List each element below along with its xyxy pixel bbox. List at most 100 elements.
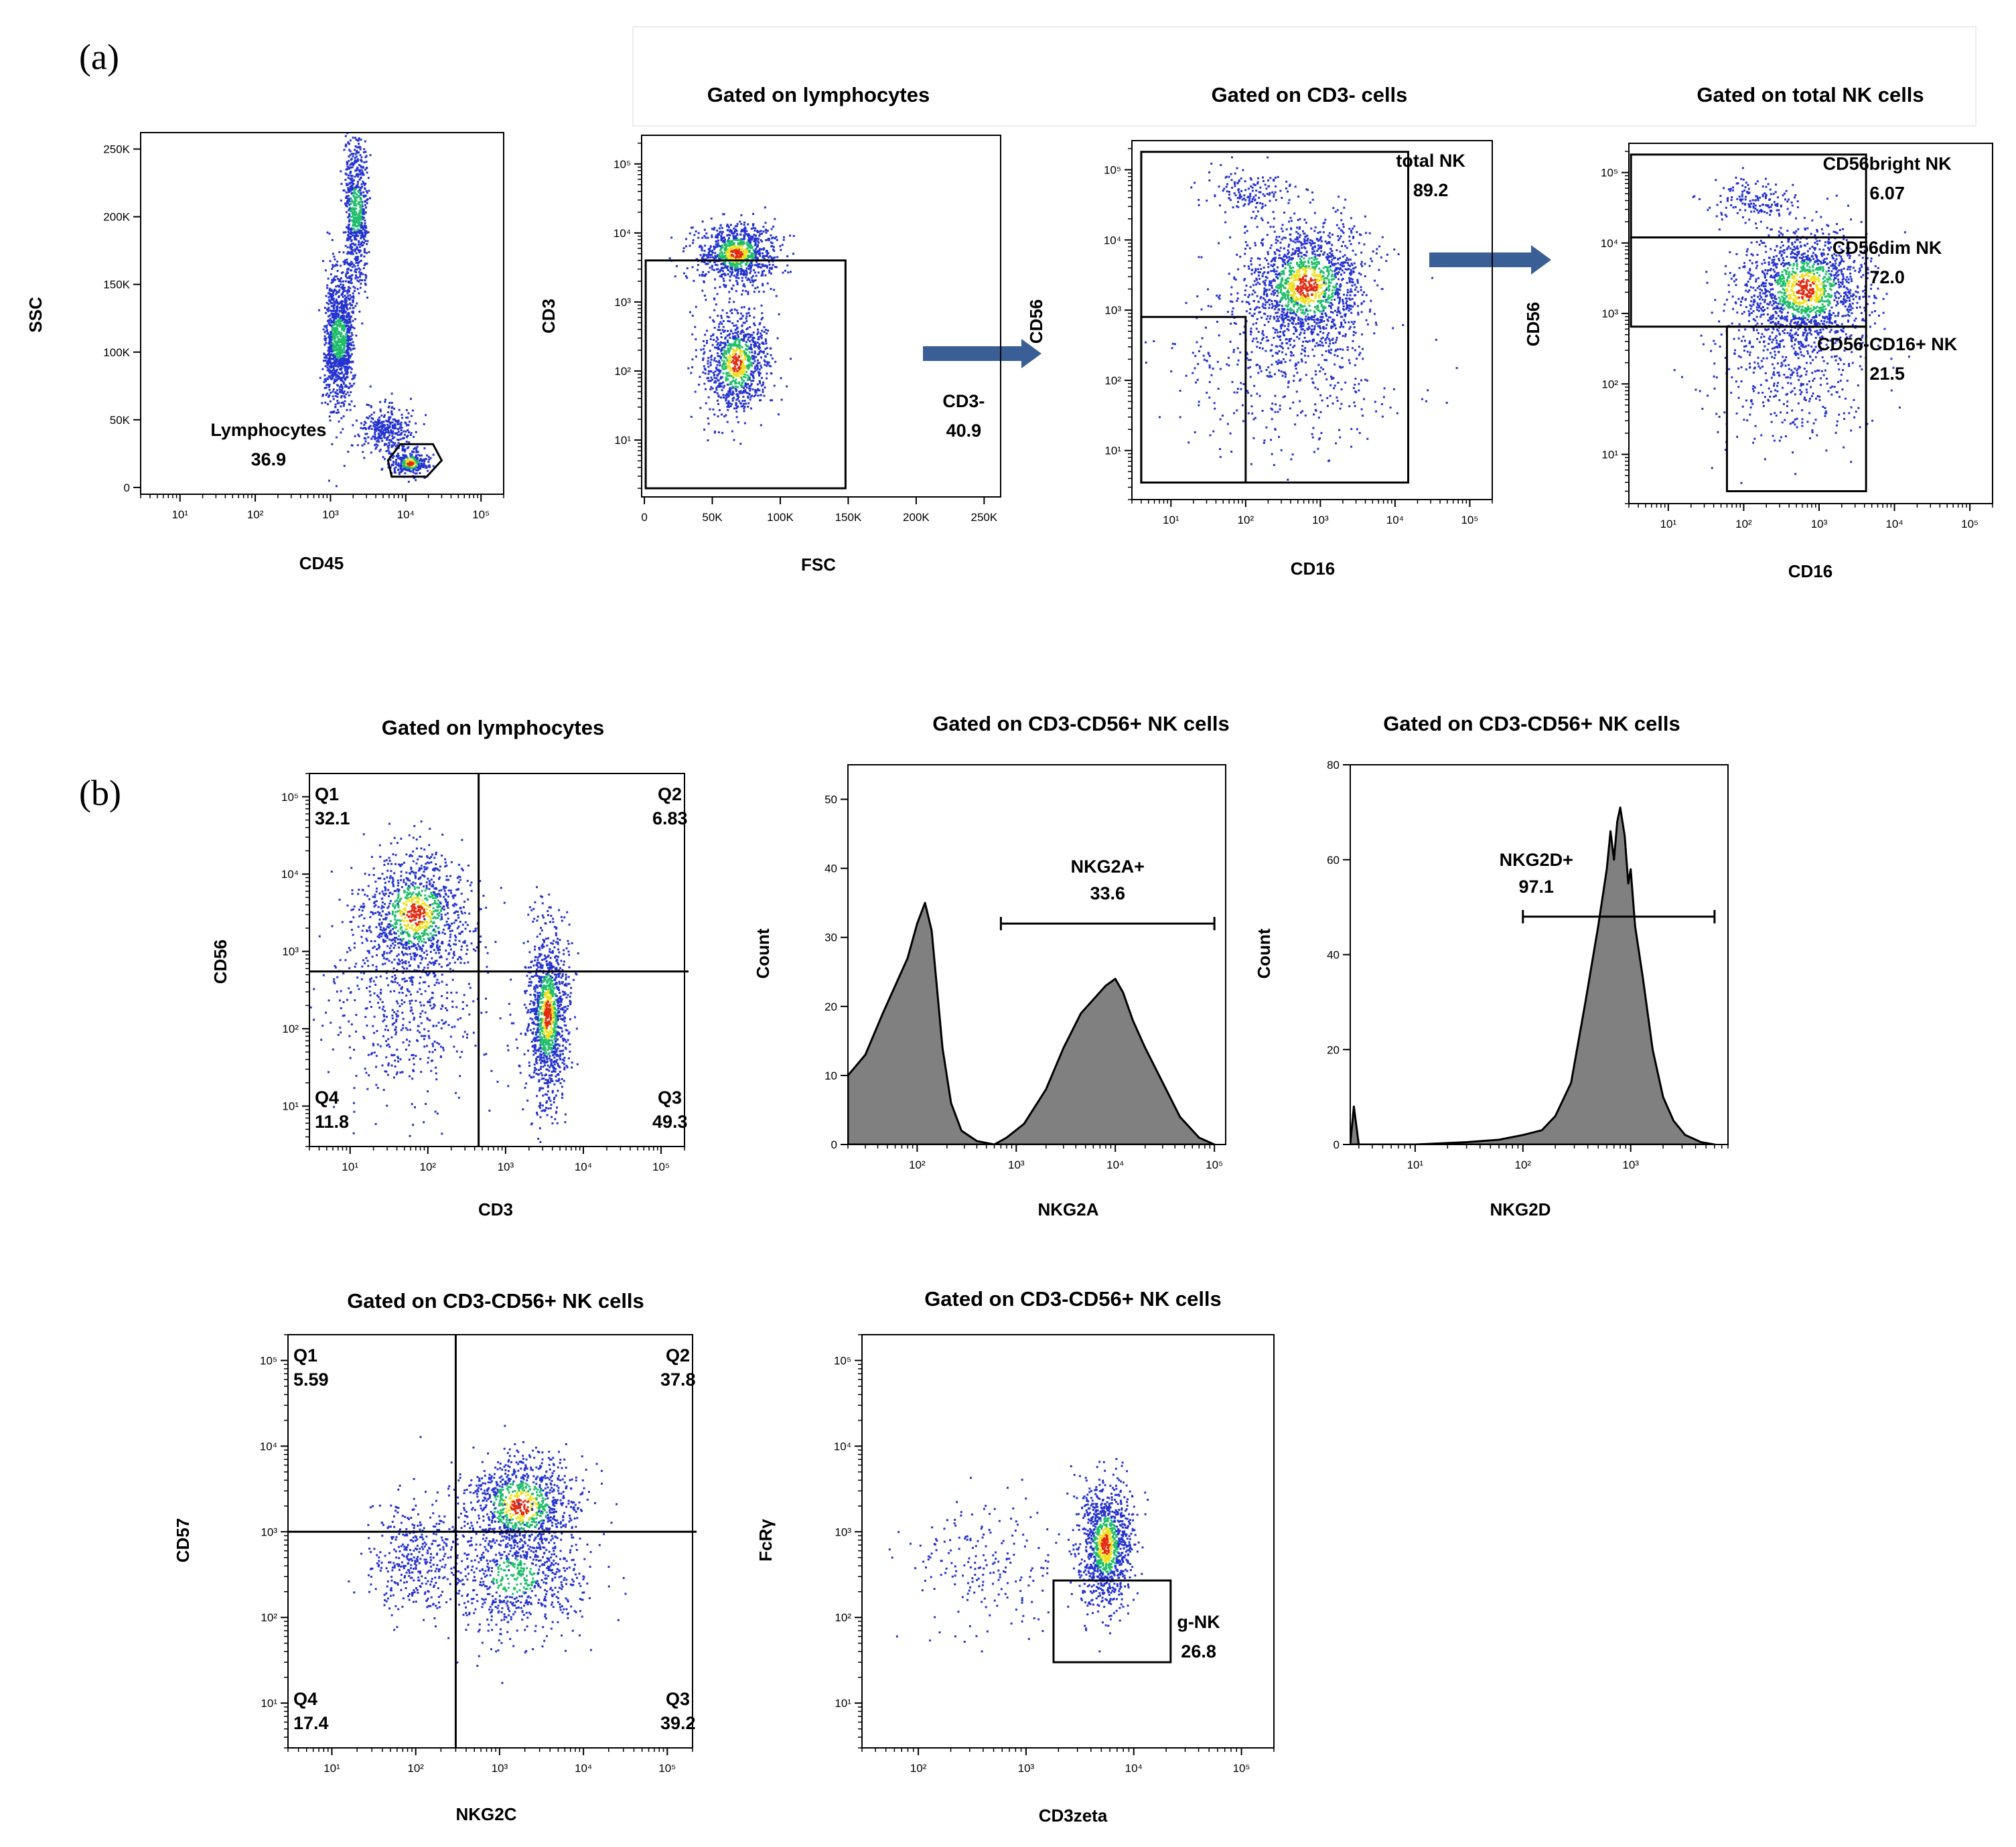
event-dot [723, 280, 725, 283]
event-dot [330, 378, 333, 380]
event-dot [1327, 273, 1330, 276]
event-dot [1290, 273, 1293, 276]
event-dot [326, 308, 328, 311]
event-dot [357, 224, 360, 226]
event-dot [402, 467, 405, 470]
event-dot [741, 258, 743, 261]
event-dot [328, 375, 330, 378]
event-dot [717, 254, 719, 256]
event-dot [668, 257, 671, 260]
event-dot [1305, 266, 1307, 269]
event-dot [370, 413, 373, 416]
event-dot [781, 244, 784, 246]
event-dot [360, 165, 362, 167]
event-dot [364, 168, 366, 171]
event-dot [751, 388, 754, 390]
event-dot [771, 244, 774, 247]
event-dot [737, 268, 740, 271]
event-dot [399, 433, 401, 436]
event-dot [361, 205, 364, 208]
event-dot [328, 479, 330, 482]
event-dot [731, 250, 733, 252]
event-dot [348, 299, 351, 301]
x-axis-label: FSC [801, 555, 836, 575]
event-dot [721, 256, 724, 259]
event-dot [379, 437, 382, 440]
event-dot [345, 211, 348, 214]
event-dot [1293, 279, 1295, 281]
event-dot [730, 382, 733, 385]
event-dot [733, 324, 735, 327]
event-dot [768, 364, 771, 367]
event-dot [733, 308, 736, 311]
event-dot [740, 265, 743, 267]
event-dot [364, 211, 367, 214]
event-dot [1265, 301, 1267, 304]
event-dot [760, 366, 763, 369]
event-dot [419, 471, 421, 474]
event-dot [1277, 266, 1279, 269]
event-dot [373, 429, 376, 431]
event-dot [352, 299, 354, 302]
event-dot [756, 263, 759, 266]
event-dot [408, 441, 411, 443]
event-dot [733, 336, 735, 339]
event-dot [343, 328, 346, 331]
gate[interactable] [386, 443, 443, 478]
event-dot [1293, 271, 1295, 273]
event-dot [729, 366, 731, 369]
event-dot [727, 319, 729, 322]
event-dot [719, 286, 721, 289]
event-dot [760, 356, 763, 359]
event-dot [1348, 268, 1350, 271]
event-dot [723, 251, 726, 254]
event-dot [713, 374, 715, 376]
event-dot [741, 365, 744, 368]
event-dot [740, 317, 743, 320]
event-dot [757, 371, 760, 374]
event-dot [719, 230, 722, 233]
event-dot [356, 288, 359, 291]
event-dot [400, 424, 403, 427]
event-dot [374, 438, 376, 441]
event-dot [1325, 323, 1328, 326]
event-dot [346, 307, 348, 310]
event-dot [321, 393, 324, 396]
event-dot [400, 421, 403, 424]
event-dot [349, 328, 352, 331]
event-dot [752, 376, 755, 379]
event-dot [1307, 297, 1309, 299]
event-dot [735, 404, 737, 407]
event-dot [354, 248, 356, 250]
event-dot [735, 225, 738, 228]
event-dot [735, 388, 738, 391]
gate-value: 40.9 [946, 421, 982, 441]
event-dot [334, 349, 336, 352]
event-dot [415, 462, 418, 465]
event-dot [716, 392, 719, 394]
event-dot [350, 366, 352, 369]
event-dot [729, 224, 732, 226]
event-dot [747, 402, 750, 404]
event-dot [366, 242, 368, 245]
event-dot [1297, 297, 1299, 300]
event-dot [1334, 298, 1336, 301]
event-dot [1327, 338, 1330, 340]
x-tick-label: 10³ [1312, 514, 1329, 526]
event-dot [326, 329, 328, 331]
event-dot [724, 254, 727, 257]
event-dot [415, 469, 418, 471]
event-dot [354, 169, 357, 172]
event-dot [1331, 338, 1334, 340]
gate[interactable] [644, 259, 847, 490]
event-dot [354, 256, 357, 258]
event-dot [719, 256, 722, 259]
event-dot [328, 357, 330, 360]
event-dot [736, 247, 739, 250]
event-dot [361, 186, 364, 188]
event-dot [366, 240, 369, 242]
event-dot [757, 328, 760, 331]
event-dot [346, 361, 349, 364]
event-dot [349, 356, 352, 359]
event-dot [731, 344, 734, 347]
